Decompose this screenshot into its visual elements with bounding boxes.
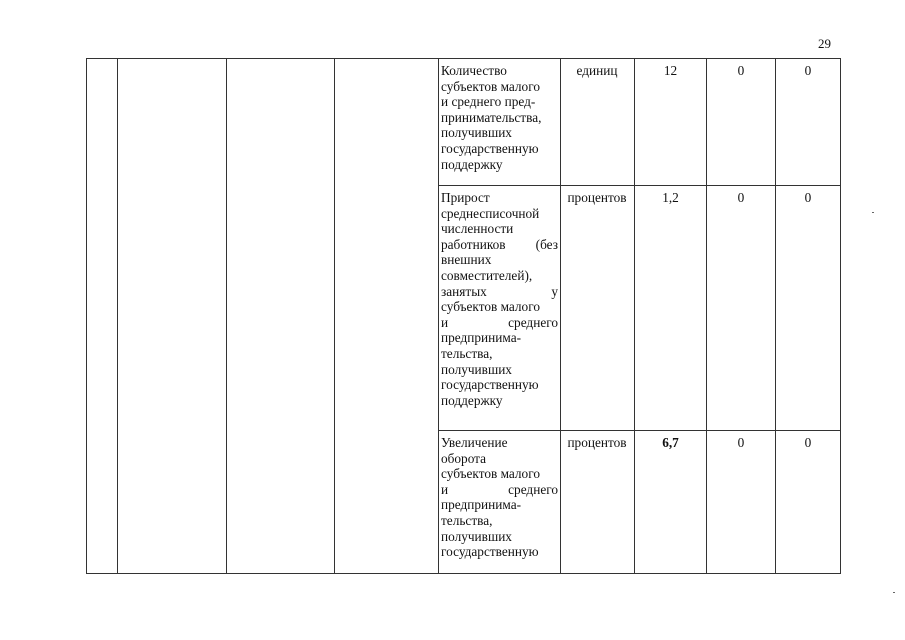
indicator-line: государственную — [441, 377, 539, 393]
indicator-line: получивших — [441, 125, 512, 141]
indicator-line: численности — [441, 221, 514, 237]
indicator-line: Прирост — [441, 190, 490, 205]
table-column-border — [560, 58, 561, 573]
value-cell: 1,2 — [662, 190, 679, 205]
page-number: 29 — [818, 36, 831, 51]
indicator-line: предпринима- — [441, 330, 522, 346]
scan-speck — [893, 592, 895, 593]
table-column-border — [438, 58, 439, 573]
indicator-line: субъектов малого — [441, 466, 540, 482]
indicator-line: государственную — [441, 544, 539, 560]
value-cell: 0 — [804, 435, 812, 450]
table-row-border — [86, 573, 841, 574]
table-column-border — [226, 58, 227, 573]
indicator-line: и среднего — [441, 481, 558, 497]
value-cell: 0 — [737, 63, 745, 78]
indicator-line: поддержку — [441, 156, 503, 172]
indicator-line: внешних — [441, 252, 492, 268]
table-row-border — [438, 185, 841, 186]
indicator-name-cell: Количество субъектов малого и среднего пре… — [441, 63, 558, 172]
indicator-line: поддержку — [441, 392, 503, 408]
indicator-name-cell: Прирост среднесписочной численности работни… — [441, 190, 558, 408]
table-row-border — [438, 430, 841, 431]
value-cell: 0 — [804, 63, 812, 78]
indicator-line: совместителей), — [441, 267, 533, 283]
indicator-line: предпринима- — [441, 497, 522, 513]
indicator-line: среднесписочной — [441, 205, 540, 221]
scan-speck — [872, 212, 874, 213]
value-cell: 6,7 — [662, 435, 679, 450]
table-row-border — [86, 58, 841, 59]
indicator-line: Увеличение — [441, 435, 508, 450]
indicator-line: субъектов малого — [441, 78, 540, 94]
indicator-name-cell: Увеличение оборота субъектов малого и средн… — [441, 435, 558, 560]
value-cell: 0 — [737, 435, 745, 450]
indicator-line: тельства, — [441, 345, 493, 361]
table-column-border — [86, 58, 87, 573]
indicator-line: оборота — [441, 450, 487, 466]
indicator-line: работников (без — [441, 236, 558, 252]
indicator-line: получивших — [441, 528, 512, 544]
table-column-border — [334, 58, 335, 573]
value-cell: 12 — [663, 63, 678, 78]
value-cell: 0 — [737, 190, 745, 205]
table-column-border — [117, 58, 118, 573]
indicator-line: принимательства, — [441, 109, 542, 125]
value-cell: 0 — [804, 190, 812, 205]
indicator-line: тельства, — [441, 512, 493, 528]
unit-cell: процентов — [567, 435, 627, 450]
unit-cell: процентов — [567, 190, 627, 205]
indicator-line: государственную — [441, 140, 539, 156]
table-column-border — [634, 58, 635, 573]
indicator-line: и среднего — [441, 314, 558, 330]
indicator-line: субъектов малого — [441, 299, 540, 315]
table-column-border — [706, 58, 707, 573]
table-column-border — [840, 58, 841, 573]
table-column-border — [775, 58, 776, 573]
unit-cell: единиц — [576, 63, 618, 78]
indicator-line: получивших — [441, 361, 512, 377]
indicator-line: занятых у — [441, 283, 558, 299]
indicator-line: Количество — [441, 63, 507, 78]
indicator-line: и среднего пред- — [441, 94, 536, 110]
